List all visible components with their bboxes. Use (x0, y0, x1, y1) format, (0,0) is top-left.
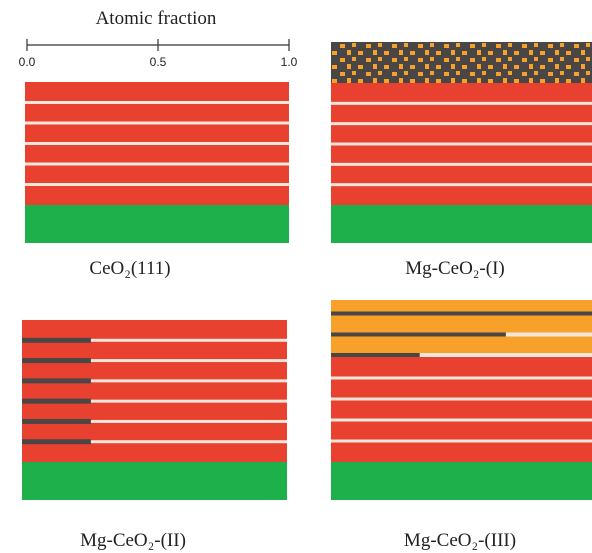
axis-title: Atomic fraction (96, 8, 217, 29)
panel-label: Mg-CeO₂-(III) (404, 530, 516, 551)
layer-gap (25, 183, 289, 186)
figure: Atomic fraction 0.0 0.5 1.0 CeO₂(111) Mg-CeO… (0, 0, 592, 553)
mg-fraction (331, 333, 506, 337)
mg-overlayer (331, 42, 592, 83)
layer-gap (25, 122, 289, 125)
mg-fraction (331, 353, 420, 357)
substrate (25, 205, 289, 243)
layer-gap (25, 142, 289, 145)
axis-tick-label: 1.0 (281, 55, 298, 69)
substrate (22, 462, 287, 500)
axis-tick-label: 0.5 (150, 55, 167, 69)
layer-gap (331, 440, 592, 443)
panel-label: Mg-CeO₂-(II) (80, 530, 186, 551)
mg-fraction (22, 419, 91, 424)
mg-fraction (22, 378, 91, 383)
layer-gap (331, 163, 592, 166)
ceria-layers (331, 357, 592, 462)
mg-fraction (22, 358, 91, 363)
layer-gap (331, 102, 592, 105)
layer-gap (331, 377, 592, 380)
axis-tick-label: 0.0 (19, 55, 36, 69)
mg-layers (331, 300, 592, 356)
layer-gap (331, 183, 592, 186)
mg-fraction (22, 338, 91, 343)
mg-fraction (22, 399, 91, 404)
layer-gap (25, 163, 289, 166)
panel-label: CeO₂(111) (89, 258, 170, 279)
layer-gap (331, 398, 592, 401)
mg-fraction (331, 312, 592, 316)
layer-gap (331, 143, 592, 146)
substrate (331, 462, 592, 500)
layer-gap (331, 419, 592, 422)
panel-label: Mg-CeO₂-(I) (405, 258, 504, 279)
substrate (331, 205, 592, 243)
mg-fraction (22, 439, 91, 444)
layer-gap (331, 122, 592, 125)
layer-gap (25, 101, 289, 104)
